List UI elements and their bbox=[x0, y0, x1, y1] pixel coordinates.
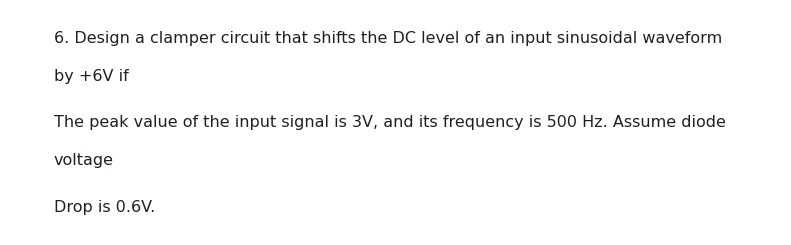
Text: 6. Design a clamper circuit that shifts the DC level of an input sinusoidal wave: 6. Design a clamper circuit that shifts … bbox=[54, 31, 722, 46]
Text: by +6V if: by +6V if bbox=[54, 69, 129, 84]
Text: The peak value of the input signal is 3V, and its frequency is 500 Hz. Assume di: The peak value of the input signal is 3V… bbox=[54, 115, 725, 130]
Text: Drop is 0.6V.: Drop is 0.6V. bbox=[54, 200, 155, 215]
Text: voltage: voltage bbox=[54, 153, 114, 168]
